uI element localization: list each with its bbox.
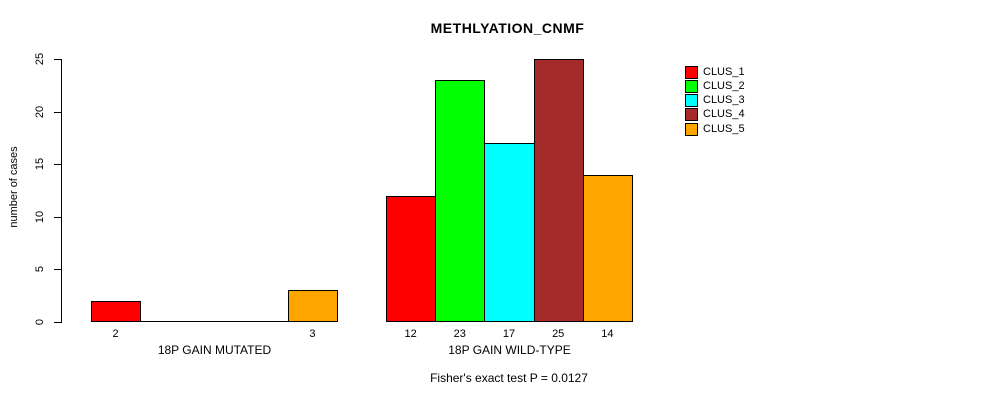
y-axis-line xyxy=(61,59,62,323)
legend-label-clus_5: CLUS_5 xyxy=(703,122,745,135)
y-tick-label: 5 xyxy=(34,266,46,273)
y-tick-label: 25 xyxy=(34,52,46,66)
y-tick-label: 0 xyxy=(34,318,46,326)
bar-clus_1-group1 xyxy=(91,301,142,322)
y-axis-tick xyxy=(54,111,61,113)
legend-label-clus_3: CLUS_3 xyxy=(703,94,745,107)
chart-title: METHLYATION_CNMF xyxy=(430,20,585,36)
zero-height-bar-line xyxy=(189,321,240,322)
bar-value-label: 25 xyxy=(552,328,565,340)
legend-swatch-clus_2 xyxy=(685,79,698,93)
bar-value-label: 3 xyxy=(309,328,316,340)
legend-label-clus_1: CLUS_1 xyxy=(703,65,745,78)
zero-height-bar-line xyxy=(238,321,289,322)
y-axis-tick xyxy=(54,59,61,60)
group-label-18p-gain-wild-type: 18P GAIN WILD-TYPE xyxy=(448,343,571,357)
group-label-18p-gain-mutated: 18P GAIN MUTATED xyxy=(157,343,272,357)
bar-clus_1-group2 xyxy=(386,196,437,322)
y-tick-label: 15 xyxy=(34,158,46,171)
legend-swatch-clus_4 xyxy=(685,108,698,122)
bar-value-label: 12 xyxy=(404,328,417,340)
legend-label-clus_4: CLUS_4 xyxy=(703,108,745,121)
y-tick-label: 10 xyxy=(34,210,46,223)
bar-clus_2-group2 xyxy=(435,80,486,322)
bar-clus_5-group1 xyxy=(287,290,338,322)
bar-value-label: 17 xyxy=(502,328,516,340)
legend-swatch-clus_3 xyxy=(685,94,698,108)
fisher-exact-test-annotation: Fisher's exact test P = 0.0127 xyxy=(430,371,588,385)
legend-swatch-clus_5 xyxy=(685,122,698,136)
y-tick-label: 20 xyxy=(34,105,46,118)
y-axis-tick xyxy=(54,269,61,271)
bar-clus_3-group2 xyxy=(484,143,535,322)
zero-height-bar-line xyxy=(140,321,191,322)
bar-clus_5-group2 xyxy=(582,175,633,322)
bar-value-label: 2 xyxy=(112,328,119,340)
y-axis-tick xyxy=(54,164,61,166)
legend-label-clus_2: CLUS_2 xyxy=(703,79,745,92)
bar-value-label: 23 xyxy=(453,328,466,340)
bar-value-label: 14 xyxy=(601,328,614,340)
bar-clus_4-group2 xyxy=(533,59,584,322)
y-axis-tick xyxy=(54,216,61,218)
y-axis-tick xyxy=(54,322,61,323)
legend-swatch-clus_1 xyxy=(685,65,698,79)
